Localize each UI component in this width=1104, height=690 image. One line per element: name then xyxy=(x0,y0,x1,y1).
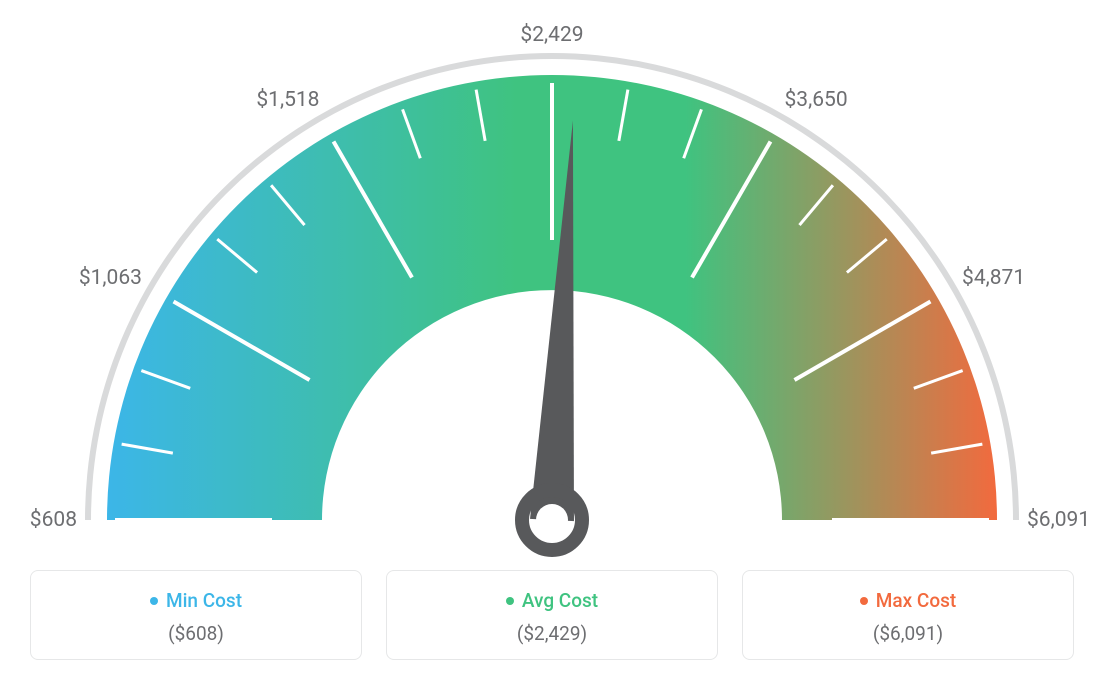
max-cost-label: Max Cost xyxy=(876,589,956,612)
max-cost-card: Max Cost ($6,091) xyxy=(742,570,1074,660)
max-dot-icon xyxy=(860,597,868,605)
summary-cards: Min Cost ($608) Avg Cost ($2,429) Max Co… xyxy=(30,570,1074,660)
gauge-svg xyxy=(0,20,1104,580)
gauge-chart: $608 $1,063 $1,518 $2,429 $3,650 $4,871 $6,091 xyxy=(0,0,1104,560)
gauge-needle-hub-inner xyxy=(536,504,568,536)
gauge-tick-label: $4,871 xyxy=(962,266,1025,290)
min-cost-card: Min Cost ($608) xyxy=(30,570,362,660)
avg-dot-icon xyxy=(506,597,514,605)
gauge-tick-label: $608 xyxy=(0,508,77,532)
max-cost-title: Max Cost xyxy=(860,589,956,612)
avg-cost-label: Avg Cost xyxy=(522,589,598,612)
avg-cost-title: Avg Cost xyxy=(506,589,598,612)
max-cost-value: ($6,091) xyxy=(753,622,1063,645)
gauge-tick-label: $1,518 xyxy=(240,88,320,112)
min-dot-icon xyxy=(150,597,158,605)
avg-cost-value: ($2,429) xyxy=(397,622,707,645)
gauge-tick-label: $6,091 xyxy=(1027,508,1090,532)
avg-cost-card: Avg Cost ($2,429) xyxy=(386,570,718,660)
min-cost-title: Min Cost xyxy=(150,589,242,612)
gauge-tick-label: $3,650 xyxy=(785,88,848,112)
gauge-tick-label: $2,429 xyxy=(517,23,587,47)
gauge-tick-label: $1,063 xyxy=(62,266,142,290)
min-cost-label: Min Cost xyxy=(166,589,242,612)
min-cost-value: ($608) xyxy=(41,622,351,645)
